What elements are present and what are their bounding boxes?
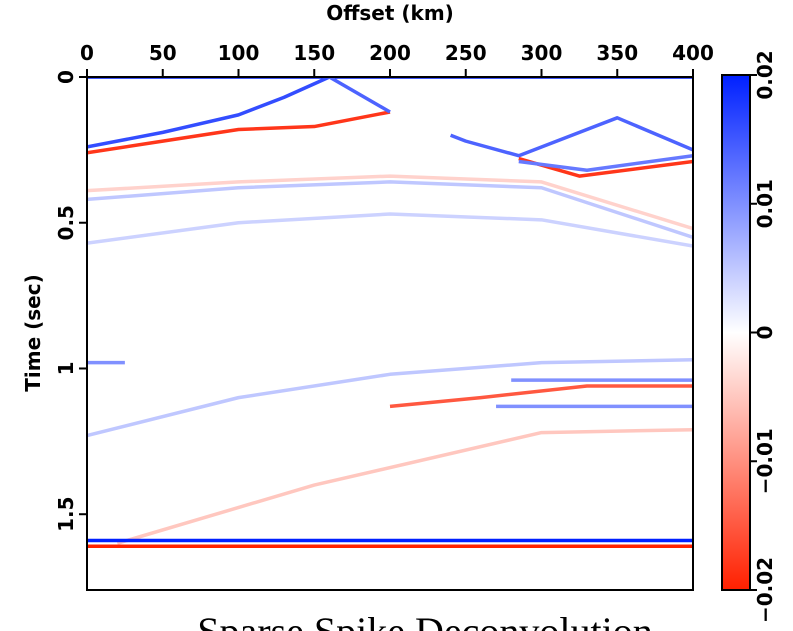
x-tick-label: 100 — [218, 41, 260, 65]
y-tick-label: 0.5 — [54, 205, 78, 240]
colorbar-tick-label: 0 — [753, 326, 777, 340]
x-tick-label: 200 — [369, 41, 411, 65]
seismic-event — [328, 77, 391, 114]
caption: Sparse Spike Deconvolution — [197, 609, 653, 631]
seismic-event — [87, 174, 693, 231]
seismic-event — [87, 180, 693, 239]
seismic-event — [449, 116, 693, 158]
seismic-event — [87, 77, 331, 149]
x-tick-label: 50 — [149, 41, 177, 65]
seismic-event — [87, 357, 693, 438]
colorbar — [721, 74, 751, 591]
seismic-event — [116, 427, 693, 546]
y-tick-label: 0 — [54, 70, 78, 84]
y-tick-label: 1 — [54, 362, 78, 376]
colorbar-tick-label: 0.02 — [753, 50, 777, 99]
seismic-event — [87, 110, 391, 155]
colorbar-tick-label: 0.01 — [753, 179, 777, 228]
y-axis-title: Time (sec) — [21, 274, 45, 391]
seismic-event — [389, 384, 693, 409]
x-axis-title: Offset (km) — [326, 1, 454, 25]
x-tick-label: 300 — [521, 41, 563, 65]
x-tick-label: 350 — [596, 41, 638, 65]
x-tick-label: 250 — [445, 41, 487, 65]
x-tick-label: 400 — [672, 41, 714, 65]
x-tick-label: 0 — [80, 41, 94, 65]
colorbar-tick-label: −0.02 — [753, 557, 777, 623]
y-tick-label: 1.5 — [54, 496, 78, 531]
colorbar-tick-label: −0.01 — [753, 428, 777, 494]
x-tick-label: 150 — [293, 41, 335, 65]
plot-frame — [86, 76, 694, 591]
seismic-event — [87, 212, 693, 248]
seismic-event — [518, 153, 693, 173]
